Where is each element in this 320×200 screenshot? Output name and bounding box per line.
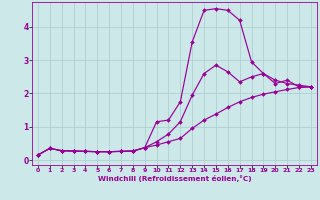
X-axis label: Windchill (Refroidissement éolien,°C): Windchill (Refroidissement éolien,°C)	[98, 175, 251, 182]
